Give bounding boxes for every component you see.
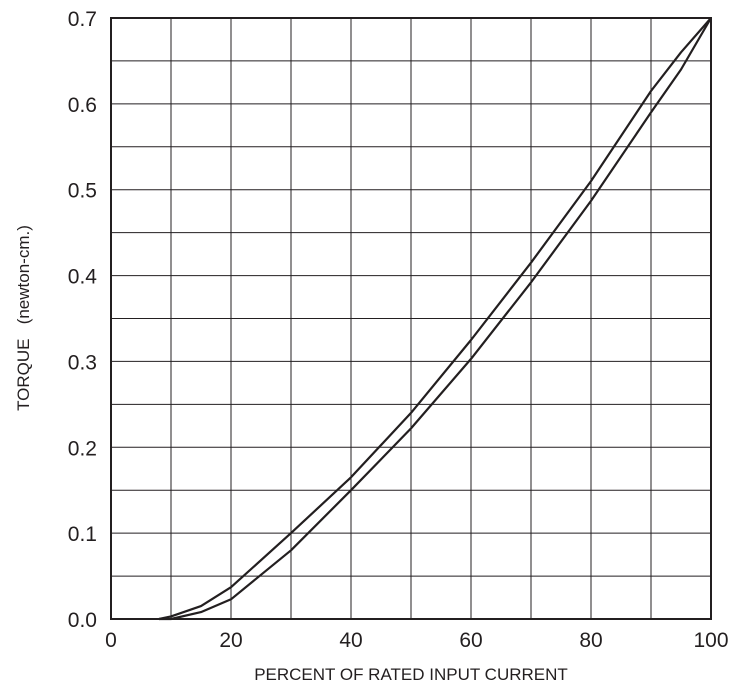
y-tick-labels: 0.0 0.1 0.2 0.3 0.4 0.5 0.6 0.7 [68, 8, 98, 632]
y-axis-title: TORQUE (newton-cm.) [14, 225, 33, 411]
series-lines [158, 17, 712, 621]
y-tick-label: 0.2 [68, 437, 97, 460]
y-tick-label: 0.5 [68, 180, 97, 203]
grid [111, 18, 711, 619]
y-tick-label: 0.3 [68, 351, 97, 374]
series-line-2 [159, 17, 712, 621]
x-tick-label: 60 [459, 629, 482, 652]
y-tick-label: 0.7 [68, 8, 97, 31]
series-line-1 [158, 17, 712, 621]
y-tick-label: 0.0 [68, 609, 97, 632]
x-tick-labels: 0 20 40 60 80 100 [105, 629, 728, 652]
x-tick-label: 40 [339, 629, 362, 652]
y-tick-label: 0.1 [68, 523, 97, 546]
x-tick-label: 20 [219, 629, 242, 652]
x-tick-label: 100 [693, 629, 728, 652]
y-tick-label: 0.4 [68, 266, 98, 289]
y-tick-label: 0.6 [68, 94, 97, 117]
x-tick-label: 0 [105, 629, 117, 652]
x-axis-title: PERCENT OF RATED INPUT CURRENT [254, 665, 568, 684]
plot-frame [110, 17, 712, 620]
x-tick-label: 80 [579, 629, 602, 652]
